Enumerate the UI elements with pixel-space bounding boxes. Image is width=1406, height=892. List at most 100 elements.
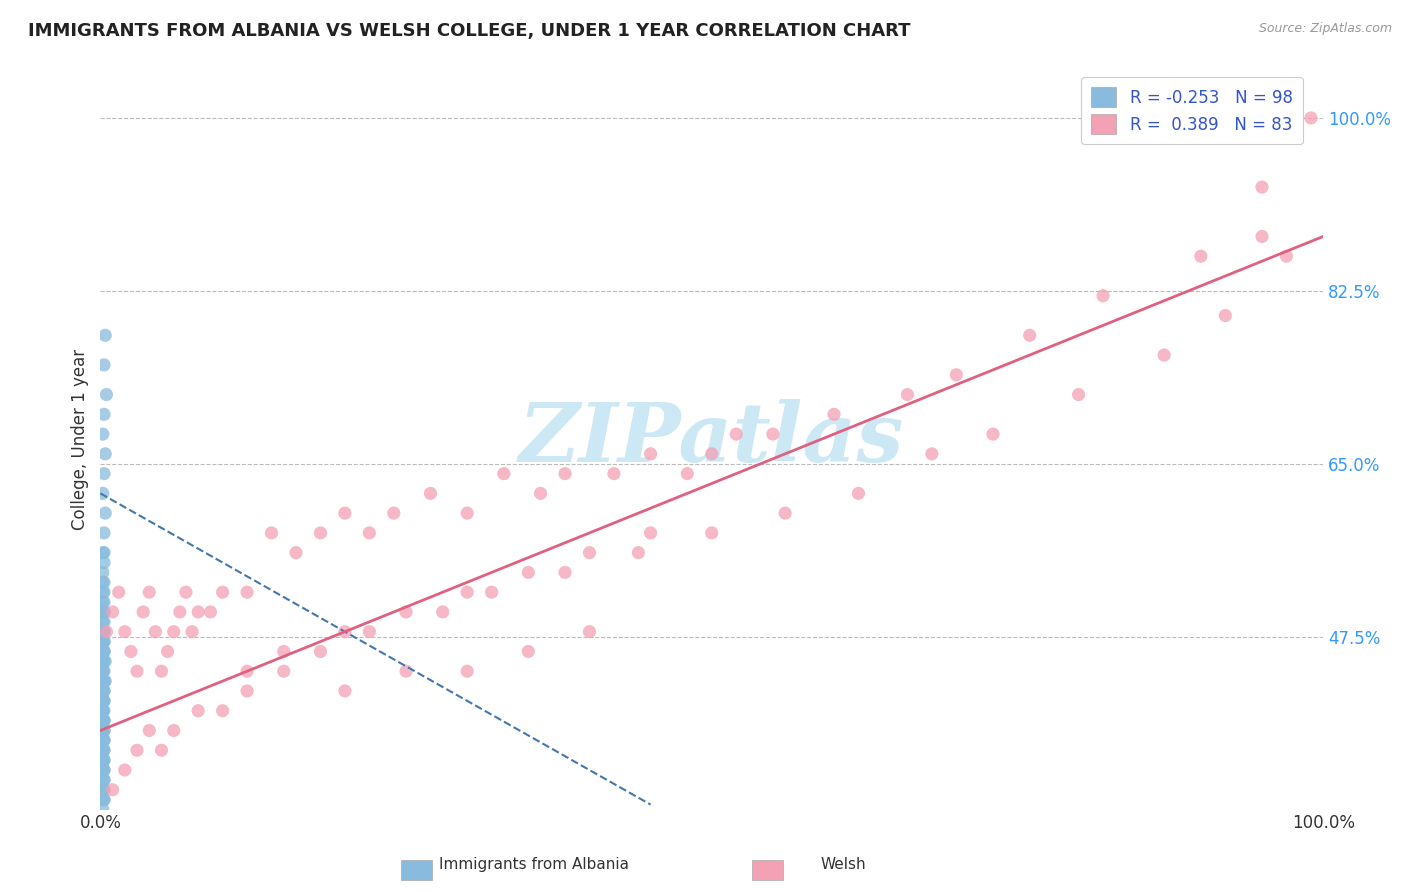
Point: [93, 575, 115, 590]
Point: [91, 624, 114, 639]
Point: [1275, 249, 1298, 263]
Point: [91, 486, 114, 500]
Point: [96, 387, 118, 401]
Point: [1213, 309, 1236, 323]
Point: [107, 585, 129, 599]
Point: [93, 792, 115, 806]
Point: [456, 506, 478, 520]
Point: [91, 546, 114, 560]
Point: [273, 664, 295, 678]
Point: [93, 407, 115, 421]
Text: IMMIGRANTS FROM ALBANIA VS WELSH COLLEGE, UNDER 1 YEAR CORRELATION CHART: IMMIGRANTS FROM ALBANIA VS WELSH COLLEGE…: [28, 22, 911, 40]
Point: [578, 624, 600, 639]
Point: [91, 654, 114, 668]
Point: [91, 763, 114, 777]
Text: Immigrants from Albania: Immigrants from Albania: [439, 857, 630, 872]
Point: [163, 723, 186, 738]
Point: [169, 605, 191, 619]
Point: [456, 585, 478, 599]
Point: [554, 566, 576, 580]
Point: [285, 546, 308, 560]
Point: [91, 772, 114, 787]
Text: Source: ZipAtlas.com: Source: ZipAtlas.com: [1258, 22, 1392, 36]
Point: [150, 664, 173, 678]
Point: [432, 605, 454, 619]
Point: [138, 585, 160, 599]
Point: [91, 634, 114, 648]
Point: [640, 447, 662, 461]
Point: [603, 467, 626, 481]
Point: [921, 447, 943, 461]
Point: [91, 743, 114, 757]
Point: [94, 674, 117, 689]
Point: [91, 733, 114, 747]
Point: [91, 704, 114, 718]
Point: [93, 664, 115, 678]
Point: [93, 674, 115, 689]
Point: [456, 664, 478, 678]
Point: [93, 753, 115, 767]
Point: [93, 792, 115, 806]
Point: [93, 723, 115, 738]
Point: [578, 546, 600, 560]
Point: [1067, 387, 1090, 401]
Point: [91, 803, 114, 817]
Point: [93, 525, 115, 540]
Point: [94, 328, 117, 343]
Point: [273, 644, 295, 658]
Point: [93, 704, 115, 718]
Point: [132, 605, 155, 619]
Point: [138, 723, 160, 738]
Point: [700, 525, 723, 540]
Point: [91, 743, 114, 757]
Point: [93, 763, 115, 777]
Point: [93, 714, 115, 728]
Point: [395, 605, 418, 619]
Point: [93, 674, 115, 689]
Point: [93, 634, 115, 648]
Point: [93, 585, 115, 599]
Point: [481, 585, 503, 599]
Point: [91, 782, 114, 797]
Point: [93, 615, 115, 629]
Point: [725, 427, 748, 442]
Point: [309, 525, 332, 540]
Point: [529, 486, 551, 500]
Point: [91, 664, 114, 678]
Point: [93, 644, 115, 658]
Point: [91, 684, 114, 698]
Point: [93, 467, 115, 481]
Point: [93, 684, 115, 698]
Point: [1092, 289, 1115, 303]
Point: [93, 624, 115, 639]
Point: [382, 506, 405, 520]
Point: [91, 743, 114, 757]
Point: [91, 427, 114, 442]
Point: [93, 743, 115, 757]
Point: [1251, 229, 1274, 244]
Point: [945, 368, 967, 382]
Point: [91, 615, 114, 629]
Point: [91, 634, 114, 648]
Point: [93, 743, 115, 757]
Point: [93, 772, 115, 787]
Point: [94, 506, 117, 520]
Point: [236, 664, 259, 678]
Point: [174, 585, 197, 599]
Point: [93, 763, 115, 777]
Point: [236, 684, 259, 698]
Point: [93, 723, 115, 738]
Point: [848, 486, 870, 500]
Point: [101, 782, 124, 797]
Point: [517, 566, 540, 580]
Point: [93, 605, 115, 619]
Point: [93, 605, 115, 619]
Point: [93, 605, 115, 619]
Point: [492, 467, 515, 481]
Point: [91, 753, 114, 767]
Point: [93, 546, 115, 560]
Point: [91, 575, 114, 590]
Point: [896, 387, 918, 401]
Point: [91, 714, 114, 728]
Point: [96, 624, 118, 639]
